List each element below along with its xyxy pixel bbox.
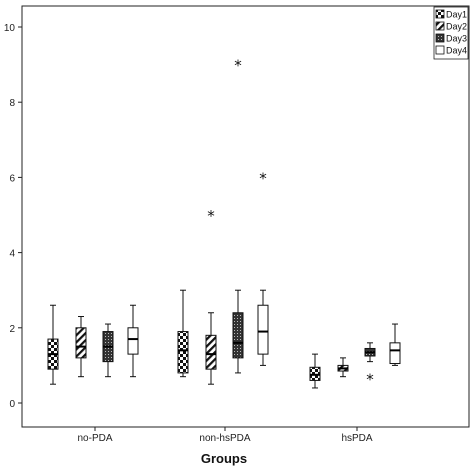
box-day2-no-pda xyxy=(75,316,87,378)
box-day3-no-pda xyxy=(102,323,114,378)
box-day1-hspda xyxy=(309,353,321,389)
y-tick-label: 2 xyxy=(9,324,15,335)
legend-item-day4: Day4 xyxy=(435,45,467,56)
box-body xyxy=(177,331,189,374)
legend-swatch xyxy=(435,9,445,19)
legend-swatch xyxy=(435,45,445,55)
y-axis: 0 2 4 6 8 10 xyxy=(4,23,22,410)
box-day1-no-pda xyxy=(47,304,59,385)
box-body xyxy=(75,327,87,359)
outlier-marker: * xyxy=(234,57,242,75)
legend-label: Day2 xyxy=(446,22,467,32)
box-day3-hspda: * xyxy=(364,342,376,389)
box-body xyxy=(232,312,244,359)
y-tick-label: 6 xyxy=(9,173,15,184)
box-day2-non-hspda: * xyxy=(205,207,217,385)
plot-frame xyxy=(21,5,470,428)
box-group: * * * * xyxy=(47,57,401,389)
box-day3-non-hspda: * xyxy=(232,57,244,374)
y-tick-label: 8 xyxy=(9,98,15,109)
legend-label: Day1 xyxy=(446,10,467,20)
box-day2-hspda xyxy=(337,357,349,378)
legend-item-day1: Day1 xyxy=(435,9,467,20)
box-body xyxy=(127,327,139,355)
legend-label: Day3 xyxy=(446,34,467,44)
legend: Day1 Day2 Day3 Day4 xyxy=(433,6,469,60)
x-tick-label: non-hsPDA xyxy=(199,433,250,444)
box-body xyxy=(205,334,217,370)
outlier-marker: * xyxy=(259,169,267,187)
y-tick-label: 4 xyxy=(9,249,15,260)
y-tick-label: 10 xyxy=(4,23,16,34)
x-tick-label: no-PDA xyxy=(77,433,112,444)
legend-item-day3: Day3 xyxy=(435,33,467,44)
legend-swatch xyxy=(435,33,445,43)
box-day1-non-hspda xyxy=(177,289,189,378)
x-axis: no-PDA non-hsPDA hsPDA xyxy=(77,427,373,444)
y-tick-label: 0 xyxy=(9,399,15,410)
legend-label: Day4 xyxy=(446,46,467,56)
legend-swatch xyxy=(435,21,445,31)
box-body xyxy=(389,342,401,365)
box-day4-non-hspda: * xyxy=(257,169,269,366)
outlier-marker: * xyxy=(366,371,374,389)
x-axis-title: Groups xyxy=(201,451,247,466)
legend-item-day2: Day2 xyxy=(435,21,467,32)
outlier-marker: * xyxy=(207,207,215,225)
x-tick-label: hsPDA xyxy=(341,433,372,444)
box-day4-hspda xyxy=(389,323,401,366)
box-day4-no-pda xyxy=(127,304,139,378)
box-body xyxy=(257,304,269,355)
